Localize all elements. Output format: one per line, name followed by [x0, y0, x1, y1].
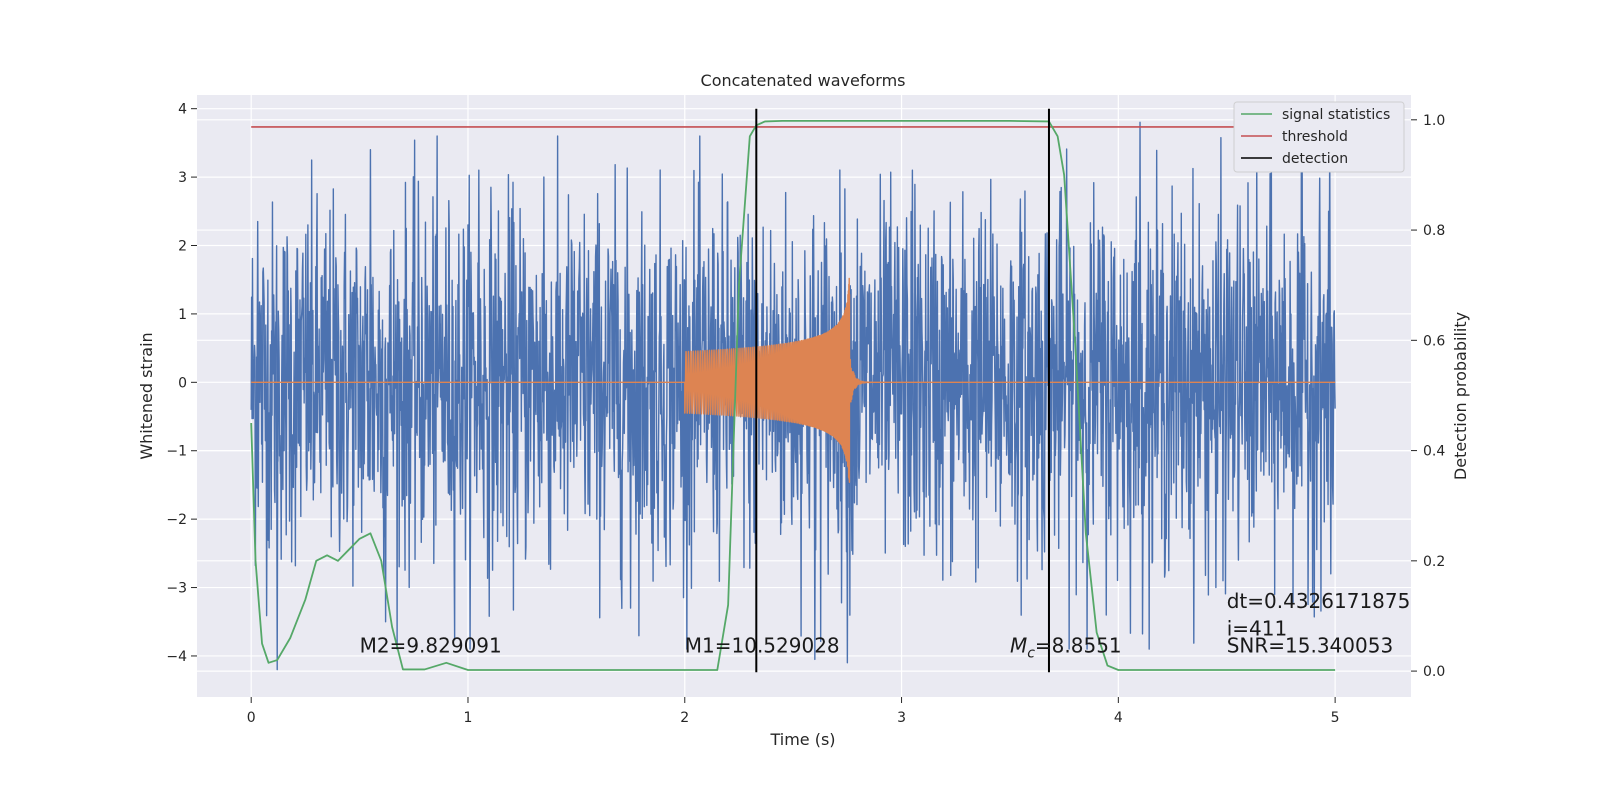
x-tick-label: 4	[1114, 710, 1123, 726]
chart-title: Concatenated waveforms	[701, 71, 906, 90]
y-tick-label: 0	[178, 375, 187, 391]
legend-label-detection: detection	[1282, 151, 1348, 167]
annotation: M1=10.529028	[685, 634, 840, 658]
axis-ticks: 0 1 2 3 4 5 4 3 2 1 0 −1 −2 −3 −4 1.0 0.8 0.6 0.4 0.2 0.0	[166, 102, 1445, 726]
signal-series	[251, 277, 1336, 483]
y2-tick-label: 0.6	[1423, 333, 1445, 349]
annotation: M2=9.829091	[360, 634, 502, 658]
y2-tick-label: 0.4	[1423, 444, 1445, 460]
annotations: M2=9.829091 M1=10.529028 Mc=8.8551 dt=0.432…	[360, 589, 1411, 661]
x-tick-label: 3	[897, 710, 906, 726]
y-tick-label: −2	[166, 512, 187, 528]
y-tick-label: 3	[178, 170, 187, 186]
annotation: SNR=15.340053	[1227, 634, 1393, 658]
y2-tick-label: 0.2	[1423, 554, 1445, 570]
legend: signal statistics threshold detection	[1233, 101, 1405, 173]
x-tick-label: 1	[464, 710, 473, 726]
y-tick-label: 4	[178, 102, 187, 118]
x-tick-label: 2	[680, 710, 689, 726]
x-tick-label: 0	[247, 710, 256, 726]
legend-label-statistics: signal statistics	[1282, 107, 1390, 123]
y2-tick-label: 0.0	[1423, 664, 1445, 680]
y2-tick-label: 0.8	[1423, 223, 1445, 239]
legend-box	[1233, 101, 1405, 173]
annotation: Mc=8.8551	[1010, 634, 1122, 662]
annotation: i=411	[1227, 616, 1288, 640]
y-tick-label: 1	[178, 307, 187, 323]
y-tick-label: −3	[166, 581, 187, 597]
overlay-lines	[250, 108, 1336, 673]
statistics-line	[250, 120, 1336, 671]
y-tick-label: −4	[166, 649, 187, 665]
y-axis-label: Whitened strain	[137, 332, 156, 459]
legend-label-threshold: threshold	[1282, 129, 1348, 145]
y-tick-label: −1	[166, 444, 187, 460]
y-tick-label: 2	[178, 239, 187, 255]
x-axis-label: Time (s)	[769, 730, 835, 749]
annotation: dt=0.4326171875	[1227, 589, 1411, 613]
y2-tick-label: 1.0	[1423, 113, 1445, 129]
x-tick-label: 5	[1331, 710, 1340, 726]
y2-axis-label: Detection probability	[1451, 312, 1470, 480]
signal-line	[251, 277, 1336, 483]
